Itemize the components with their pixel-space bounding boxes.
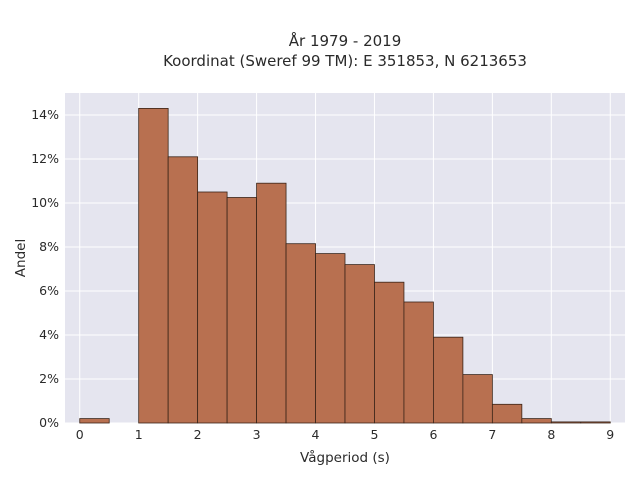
histogram-bar bbox=[197, 191, 228, 424]
x-tick-label: 3 bbox=[253, 427, 261, 442]
x-tick-label: 8 bbox=[547, 427, 555, 442]
histogram-bar bbox=[433, 336, 464, 424]
histogram-bar bbox=[226, 197, 257, 424]
y-axis-label: Andel bbox=[13, 239, 29, 277]
y-axis-ticks: 0% 2% 4% 6% 8% 10% 12% 14% bbox=[31, 107, 59, 430]
histogram-bar bbox=[315, 253, 346, 424]
histogram-bar bbox=[462, 374, 493, 424]
y-tick-label: 6% bbox=[39, 283, 59, 298]
x-tick-label: 1 bbox=[135, 427, 143, 442]
y-tick-label: 2% bbox=[39, 371, 59, 386]
y-tick-label: 10% bbox=[31, 195, 59, 210]
histogram-bar bbox=[550, 421, 582, 424]
histogram-bar bbox=[344, 264, 375, 424]
bars bbox=[79, 108, 611, 424]
x-tick-label: 6 bbox=[429, 427, 437, 442]
histogram-bar bbox=[256, 182, 287, 424]
histogram-bar bbox=[521, 418, 552, 424]
histogram-bar bbox=[285, 243, 316, 424]
histogram-bar bbox=[403, 301, 434, 424]
chart-title-line2: Koordinat (Sweref 99 TM): E 351853, N 62… bbox=[163, 52, 527, 70]
x-axis-ticks: 0 1 2 3 4 5 6 7 8 9 bbox=[76, 427, 615, 442]
histogram-bar bbox=[491, 403, 523, 424]
x-tick-label: 7 bbox=[488, 427, 496, 442]
x-tick-label: 9 bbox=[606, 427, 614, 442]
x-tick-label: 4 bbox=[312, 427, 320, 442]
y-tick-label: 12% bbox=[31, 151, 59, 166]
y-tick-label: 0% bbox=[39, 415, 59, 430]
histogram-bar bbox=[580, 421, 611, 424]
x-tick-label: 2 bbox=[194, 427, 202, 442]
y-tick-label: 8% bbox=[39, 239, 59, 254]
x-tick-label: 5 bbox=[370, 427, 378, 442]
histogram-bar bbox=[79, 418, 110, 424]
histogram-bar bbox=[138, 108, 169, 424]
y-tick-label: 4% bbox=[39, 327, 59, 342]
histogram-bar bbox=[374, 281, 405, 424]
chart-title-line1: År 1979 - 2019 bbox=[289, 31, 402, 50]
y-tick-label: 14% bbox=[31, 107, 59, 122]
x-axis-label: Vågperiod (s) bbox=[300, 449, 390, 466]
x-tick-label: 0 bbox=[76, 427, 84, 442]
histogram-bar bbox=[167, 156, 199, 424]
